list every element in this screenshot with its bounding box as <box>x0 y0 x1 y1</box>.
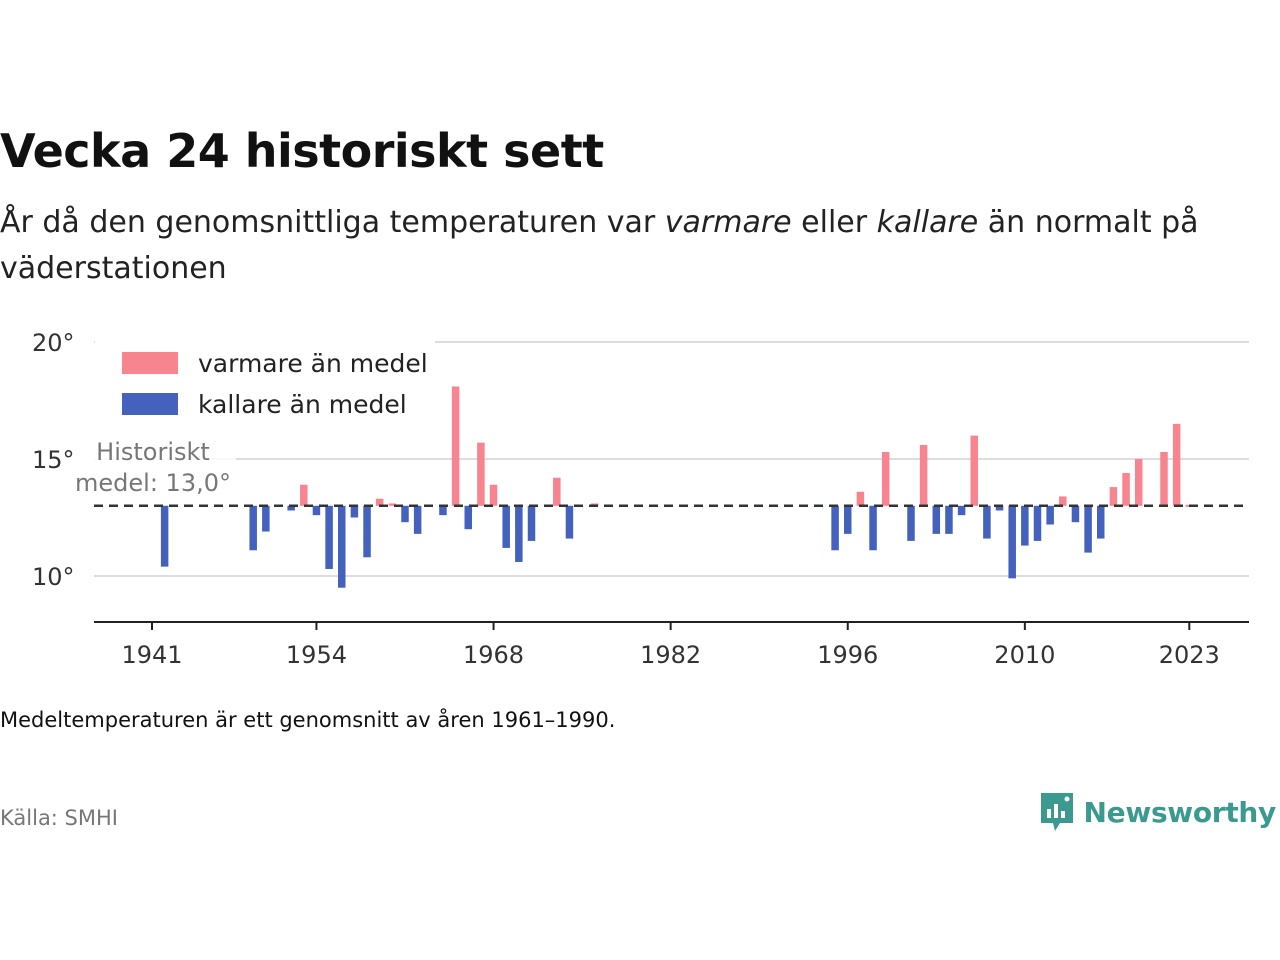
x-tick-label: 1941 <box>121 641 182 669</box>
bar-cold <box>338 505 346 588</box>
bar-warm <box>388 503 397 506</box>
bars <box>160 386 1194 588</box>
bar-cold <box>363 505 371 558</box>
y-tick-label: 15° <box>32 446 75 474</box>
bar-warm <box>300 484 308 506</box>
bar-cold <box>1084 505 1092 553</box>
x-tick-label: 1954 <box>286 641 347 669</box>
chart-title: Vecka 24 historiskt sett <box>0 124 604 178</box>
bar-warm <box>1109 487 1118 506</box>
bar-warm <box>489 484 498 506</box>
y-tick-label: 10° <box>32 563 75 591</box>
bar-cold <box>831 505 839 551</box>
legend-swatch-warm <box>122 352 178 374</box>
bar-warm <box>1160 451 1168 506</box>
x-tick-label: 1996 <box>817 641 878 669</box>
bar-cold <box>1008 505 1016 579</box>
baseline-label-line1: Historiskt <box>96 438 210 466</box>
bar-cold <box>1033 505 1042 541</box>
bar-warm <box>375 498 384 506</box>
bar-warm <box>553 477 561 506</box>
bar-warm <box>919 444 928 506</box>
bar-cold <box>350 505 359 518</box>
bar-cold <box>1097 505 1105 539</box>
subtitle-cold-word: kallare <box>876 205 979 240</box>
bar-cold <box>869 505 877 551</box>
bar-cold <box>287 505 295 511</box>
bar-warm <box>970 435 978 506</box>
bar-warm <box>451 386 460 506</box>
bar-cold <box>312 505 321 516</box>
bar-warm <box>1122 473 1130 506</box>
bar-warm <box>477 442 485 506</box>
bar-warm <box>856 491 865 506</box>
bar-chart: 10° 15° 20° varmare än medel kallare än me… <box>32 326 1249 669</box>
newsworthy-logo: Newsworthy <box>1038 790 1276 834</box>
bar-cold <box>1021 505 1029 546</box>
bar-cold <box>527 505 536 541</box>
x-axis-ticks: 1941 1954 1968 1982 1996 2010 2023 <box>121 622 1220 669</box>
bar-cold <box>957 505 966 516</box>
chart-bubble-icon <box>1040 793 1073 831</box>
chart-subtitle: År då den genomsnittliga temperaturen va… <box>0 205 1199 286</box>
bar-cold <box>401 505 409 523</box>
bar-warm <box>1134 459 1143 506</box>
subtitle-warm-word: varmare <box>664 205 792 240</box>
baseline-label-line2: medel: 13,0° <box>75 469 231 497</box>
legend-label-warm: varmare än medel <box>198 349 428 378</box>
bar-cold <box>983 505 991 539</box>
footnote: Medeltemperaturen är ett genomsnitt av å… <box>0 708 616 732</box>
legend-label-cold: kallare än medel <box>198 390 407 419</box>
bar-cold <box>515 505 523 562</box>
y-tick-label: 20° <box>32 329 75 357</box>
x-tick-label: 1982 <box>640 641 701 669</box>
x-tick-label: 1968 <box>463 641 524 669</box>
legend: varmare än medel kallare än medel <box>95 326 435 420</box>
bar-cold <box>464 505 472 530</box>
bar-cold <box>502 505 510 548</box>
logo-text: Newsworthy <box>1083 795 1277 829</box>
bar-cold <box>932 505 941 534</box>
bar-cold <box>439 505 447 516</box>
legend-swatch-cold <box>122 393 178 415</box>
bar-cold <box>995 505 1004 511</box>
x-tick-label: 2023 <box>1159 641 1220 669</box>
bar-warm <box>1059 496 1067 506</box>
bar-warm <box>881 451 890 506</box>
bar-cold <box>907 505 915 541</box>
bar-cold <box>844 505 852 534</box>
bar-cold <box>325 505 333 569</box>
bar-cold <box>249 505 257 551</box>
bar-cold <box>565 505 574 539</box>
bar-cold <box>262 505 270 532</box>
bar-cold <box>1046 505 1054 525</box>
bar-cold <box>160 505 169 567</box>
source-label: Källa: SMHI <box>0 806 118 830</box>
bar-warm <box>1172 423 1181 506</box>
y-axis-ticks: 10° 15° 20° <box>32 329 75 591</box>
bar-cold <box>945 505 953 534</box>
bar-cold <box>413 505 422 534</box>
bar-cold <box>1071 505 1080 523</box>
x-tick-label: 2010 <box>994 641 1055 669</box>
